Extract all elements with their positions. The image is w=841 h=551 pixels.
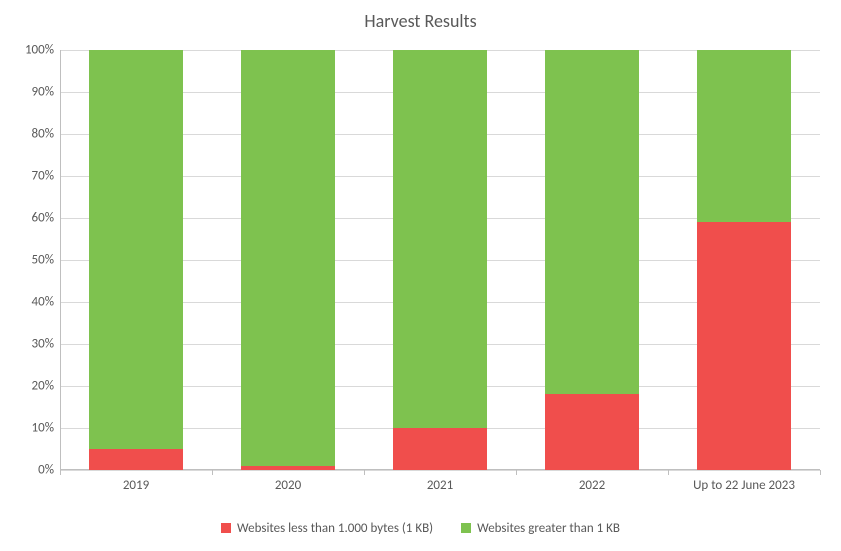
x-tick-mark [60,470,61,475]
legend-swatch [461,523,471,533]
bar-segment [697,222,791,470]
bar-segment [89,449,183,470]
y-tick-label: 20% [32,379,54,394]
x-tick-mark [212,470,213,475]
legend-item: Websites less than 1.000 bytes (1 KB) [221,521,433,536]
x-tick-label: 2020 [275,478,301,493]
y-tick-label: 70% [32,169,54,184]
bar-segment [89,50,183,449]
bar-segment [393,428,487,470]
bar-segment [393,50,487,428]
y-tick-label: 30% [32,337,54,352]
y-tick-label: 60% [32,211,54,226]
y-tick-label: 80% [32,127,54,142]
bar-segment [241,50,335,466]
bars-layer [60,50,820,470]
x-tick-mark [364,470,365,475]
y-tick-label: 40% [32,295,54,310]
x-tick-label: Up to 22 June 2023 [693,478,795,493]
bar-segment [697,50,791,222]
bar [241,50,335,470]
y-tick-label: 90% [32,85,54,100]
y-tick-label: 100% [25,43,54,58]
bar-segment [241,466,335,470]
legend-swatch [221,523,231,533]
bar [545,50,639,470]
y-tick-label: 50% [32,253,54,268]
legend: Websites less than 1.000 bytes (1 KB) Web… [0,521,841,538]
chart-container: Harvest Results 0%10%20%30%40%50%60%70%8… [0,0,841,551]
y-tick-label: 0% [38,463,54,478]
x-tick-label: 2021 [427,478,453,493]
chart-title: Harvest Results [0,10,841,32]
bar [89,50,183,470]
bar [393,50,487,470]
bar [697,50,791,470]
x-tick-mark [668,470,669,475]
bar-segment [545,50,639,394]
legend-label: Websites greater than 1 KB [477,521,620,536]
x-tick-mark [516,470,517,475]
legend-label: Websites less than 1.000 bytes (1 KB) [237,521,433,536]
legend-item: Websites greater than 1 KB [461,521,620,536]
y-tick-label: 10% [32,421,54,436]
x-tick-label: 2019 [123,478,149,493]
x-tick-label: 2022 [579,478,605,493]
plot-area: 0%10%20%30%40%50%60%70%80%90%100%2019202… [60,50,820,470]
gridline [60,470,820,471]
x-tick-mark [820,470,821,475]
bar-segment [545,394,639,470]
